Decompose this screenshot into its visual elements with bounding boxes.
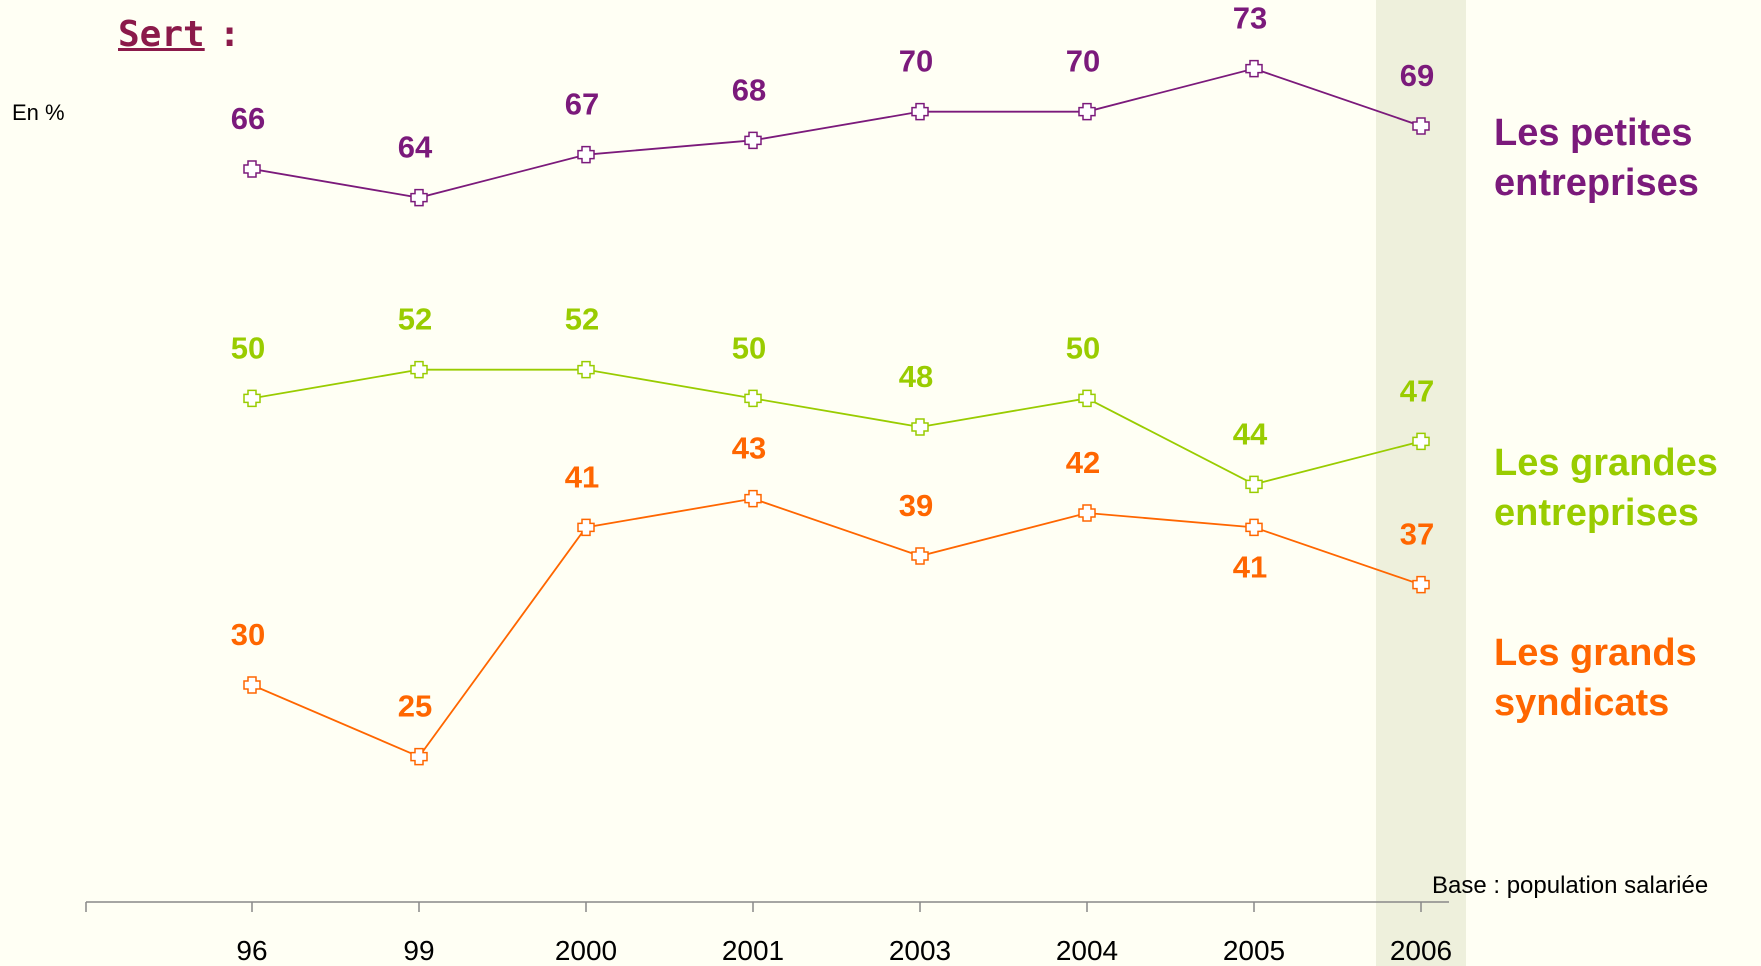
- data-point: [1245, 59, 1263, 78]
- series-line: [251, 368, 1422, 486]
- highlight-band: [1376, 0, 1466, 966]
- data-point: [577, 360, 595, 379]
- value-label: 67: [565, 87, 599, 122]
- data-point: [911, 547, 929, 565]
- value-label: 50: [231, 330, 265, 365]
- value-label: 25: [398, 689, 432, 724]
- data-point: [1245, 475, 1263, 494]
- value-label: 69: [1400, 58, 1434, 93]
- value-label: 52: [398, 302, 432, 337]
- value-label: 41: [1233, 549, 1267, 584]
- series-line: [251, 497, 1422, 758]
- value-label: 41: [565, 459, 599, 494]
- value-label: 43: [732, 431, 766, 466]
- x-tick-label: 2005: [1223, 935, 1285, 966]
- x-tick-label: 2001: [722, 935, 784, 966]
- data-point: [410, 360, 428, 379]
- value-label: 47: [1400, 373, 1434, 408]
- data-point: [1078, 504, 1096, 522]
- x-tick-label: 99: [403, 935, 434, 966]
- data-point: [911, 418, 929, 436]
- data-point: [243, 676, 261, 694]
- data-point: [1412, 575, 1430, 594]
- value-label: 50: [1066, 330, 1100, 365]
- x-tick-label: 2003: [889, 935, 951, 966]
- data-point: [744, 389, 762, 408]
- data-point: [577, 518, 595, 537]
- legend-entry: Les petites entreprises: [1494, 112, 1699, 204]
- value-label: 39: [899, 488, 933, 523]
- chart-title: Sert:: [118, 14, 241, 55]
- value-label: 66: [231, 101, 265, 136]
- data-point: [1245, 518, 1263, 537]
- x-tick-label: 2006: [1390, 935, 1452, 966]
- data-point: [911, 102, 929, 121]
- value-label: 70: [1066, 44, 1100, 79]
- data-point: [1412, 117, 1430, 135]
- data-point: [1078, 389, 1096, 408]
- base-note: Base : population salariée: [1432, 872, 1709, 899]
- value-label: 73: [1233, 1, 1267, 36]
- value-label: 64: [398, 130, 433, 165]
- value-label: 52: [565, 302, 599, 337]
- data-point: [1412, 432, 1430, 451]
- legend-entry: Les grands syndicats: [1494, 632, 1697, 724]
- legend-entry: Les grandes entreprises: [1494, 442, 1718, 534]
- data-point: [243, 160, 261, 178]
- unit-label: En %: [12, 100, 65, 125]
- data-point: [410, 188, 428, 207]
- x-tick-label: 2000: [555, 935, 617, 966]
- value-label: 44: [1233, 416, 1268, 451]
- value-label: 37: [1400, 517, 1434, 552]
- x-tick-label: 2004: [1056, 935, 1118, 966]
- data-point: [744, 489, 762, 508]
- data-point: [744, 131, 762, 150]
- data-point: [577, 145, 595, 164]
- value-label: 48: [899, 359, 933, 394]
- value-label: 50: [732, 330, 766, 365]
- value-label: 42: [1066, 445, 1100, 480]
- data-point: [410, 747, 428, 766]
- value-label: 68: [732, 72, 766, 107]
- value-label: 30: [231, 617, 265, 652]
- series-line: [251, 67, 1422, 199]
- value-label: 70: [899, 44, 933, 79]
- data-point: [243, 389, 261, 408]
- data-point: [1078, 102, 1096, 121]
- x-tick-label: 96: [236, 935, 267, 966]
